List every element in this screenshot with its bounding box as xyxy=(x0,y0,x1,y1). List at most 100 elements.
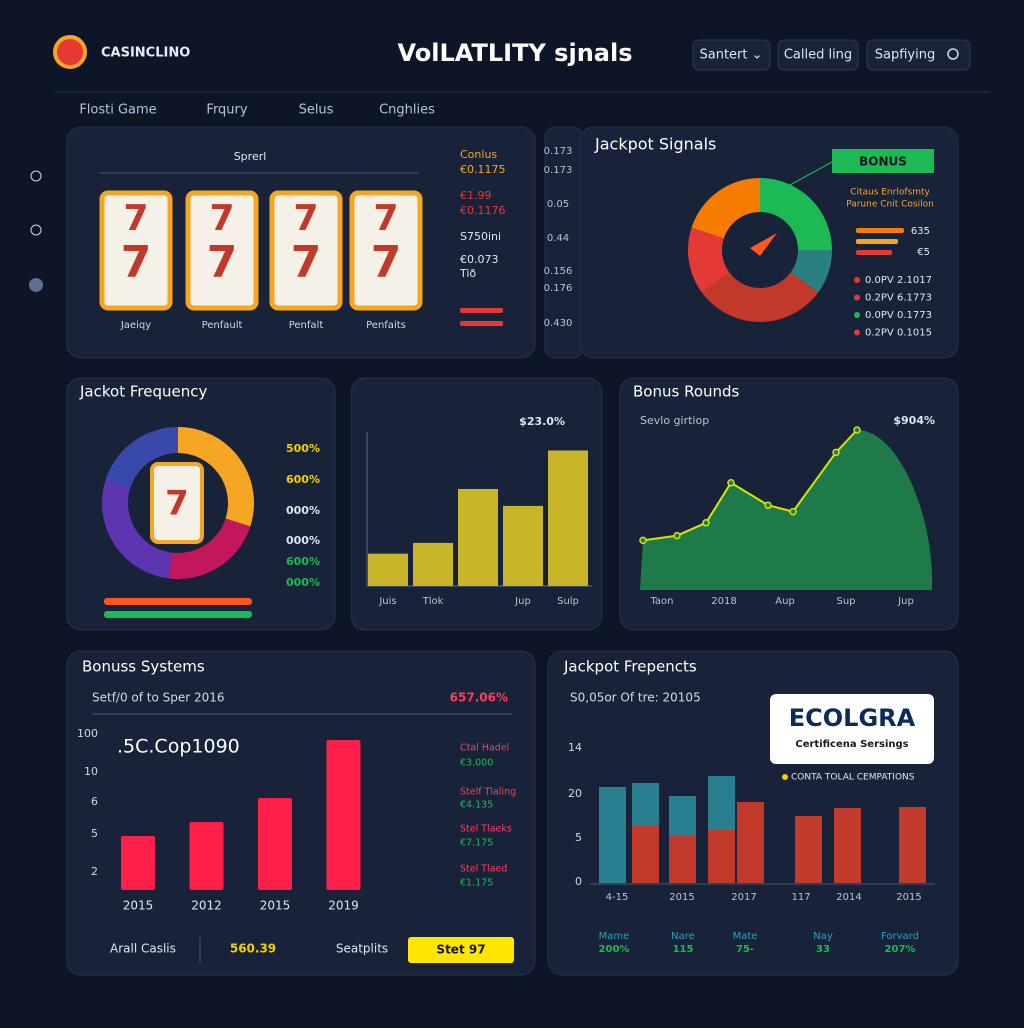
reel-symbol: 7 xyxy=(373,198,398,239)
bar xyxy=(458,488,498,586)
x-tick-label: 2012 xyxy=(191,899,222,913)
bar xyxy=(121,836,155,890)
bar-segment xyxy=(708,776,735,830)
label: 000% xyxy=(286,576,320,589)
label: 560.39 xyxy=(230,942,276,956)
label: 207% xyxy=(885,944,916,955)
logo-text: ECOLGRA xyxy=(789,704,916,732)
label: Parune Cnit Cosilon xyxy=(846,200,934,210)
label: Setf/0 of to Sper 2016 xyxy=(92,691,225,705)
legend-label: 0.0PV 2.1017 xyxy=(865,275,932,286)
donut-slice xyxy=(790,250,832,293)
point xyxy=(639,536,647,545)
search-icon xyxy=(947,48,959,60)
label: €1.99 xyxy=(460,189,492,202)
decor-bar xyxy=(856,239,898,244)
y-tick-label: 20 xyxy=(568,787,582,800)
button-label: Santert ⌄ xyxy=(699,48,762,63)
side-icon[interactable] xyxy=(30,224,42,236)
badge xyxy=(832,149,934,173)
point xyxy=(673,531,681,540)
page-title: VolLATLITY sjnals xyxy=(398,39,633,67)
bar xyxy=(326,740,361,890)
label: Citaus Enrlofsmty xyxy=(850,188,930,198)
y-tick-label: 0 xyxy=(575,875,582,888)
label: €0.1176 xyxy=(460,204,506,217)
label: €1.175 xyxy=(460,878,493,889)
button[interactable] xyxy=(408,937,514,963)
reel-symbol: 7 xyxy=(209,198,234,239)
tab: Cnghlies xyxy=(379,103,435,118)
button[interactable] xyxy=(777,39,859,71)
x-tick-label: Aup xyxy=(775,596,795,607)
x-tick-label: 2019 xyxy=(328,899,359,913)
button[interactable] xyxy=(692,39,771,71)
label: Arall Caslis xyxy=(110,942,176,956)
label: 115 xyxy=(673,944,694,955)
label: 75- xyxy=(736,944,754,955)
label: $23.0% xyxy=(519,415,565,428)
decor-bar xyxy=(856,250,892,255)
label: 600% xyxy=(286,555,320,568)
x-tick-label: Sup xyxy=(836,596,855,607)
tab: Flosti Game xyxy=(79,103,156,118)
x-tick-label: 2017 xyxy=(731,892,756,903)
x-tick-label: 117 xyxy=(791,892,810,903)
label: Jaeiqy xyxy=(120,320,151,331)
bar-segment xyxy=(737,802,764,883)
label: Stel Tlaed xyxy=(460,864,507,875)
point xyxy=(764,501,772,509)
note-dot xyxy=(782,774,788,780)
donut-slice xyxy=(101,479,172,579)
logo-icon xyxy=(53,35,87,69)
x-tick-label: Sulp xyxy=(557,596,579,607)
label: 600% xyxy=(286,473,320,486)
donut-slice xyxy=(178,427,255,527)
label: Stet 97 xyxy=(436,943,485,957)
y-tick-label: 14 xyxy=(568,741,582,754)
reel xyxy=(349,190,423,311)
logo-text: CASINCLINO xyxy=(101,46,190,61)
label: 0.44 xyxy=(547,233,569,244)
x-tick-label: Jup xyxy=(897,596,914,607)
point xyxy=(832,448,840,457)
bar xyxy=(503,505,543,586)
label: €7.175 xyxy=(460,838,493,849)
y-tick-label: 2 xyxy=(91,865,98,878)
label: Mate xyxy=(733,931,758,942)
x-tick-label: 2015 xyxy=(260,899,291,913)
point xyxy=(702,519,710,527)
bar-segment xyxy=(795,816,822,883)
reel-symbol: 7 xyxy=(123,198,148,239)
x-tick-label: 2015 xyxy=(669,892,694,903)
donut-slice xyxy=(687,227,730,293)
label: Conlus xyxy=(460,148,497,161)
panel xyxy=(66,650,536,976)
reel-symbol: 7 xyxy=(371,237,402,288)
x-tick-label: Juis xyxy=(378,596,396,607)
label: €4.135 xyxy=(460,800,493,811)
label: Sevlo girtiop xyxy=(640,414,709,427)
label: Jackot Frequency xyxy=(79,383,207,401)
donut-slice xyxy=(691,178,760,239)
label: .5C.Cop1090 xyxy=(117,736,240,758)
x-tick-label: Tlok xyxy=(422,596,444,607)
logo-card xyxy=(770,694,934,764)
search-box[interactable] xyxy=(866,39,971,71)
label: Penfaits xyxy=(366,320,406,331)
label: Sprerl xyxy=(234,150,267,163)
bar xyxy=(258,798,292,890)
side-icon[interactable] xyxy=(30,170,42,182)
bar-segment xyxy=(669,836,696,883)
label: 0.173 xyxy=(544,165,573,176)
side-icon[interactable] xyxy=(29,278,43,292)
label: 0.156 xyxy=(544,266,573,277)
bar xyxy=(368,553,408,586)
tab: Frqury xyxy=(206,103,247,118)
label: Ctal Hadel xyxy=(460,743,509,754)
bar-segment xyxy=(669,796,696,836)
label: Jackpot Signals xyxy=(594,135,716,154)
donut-slice xyxy=(105,427,178,488)
label: Tið xyxy=(459,267,476,280)
